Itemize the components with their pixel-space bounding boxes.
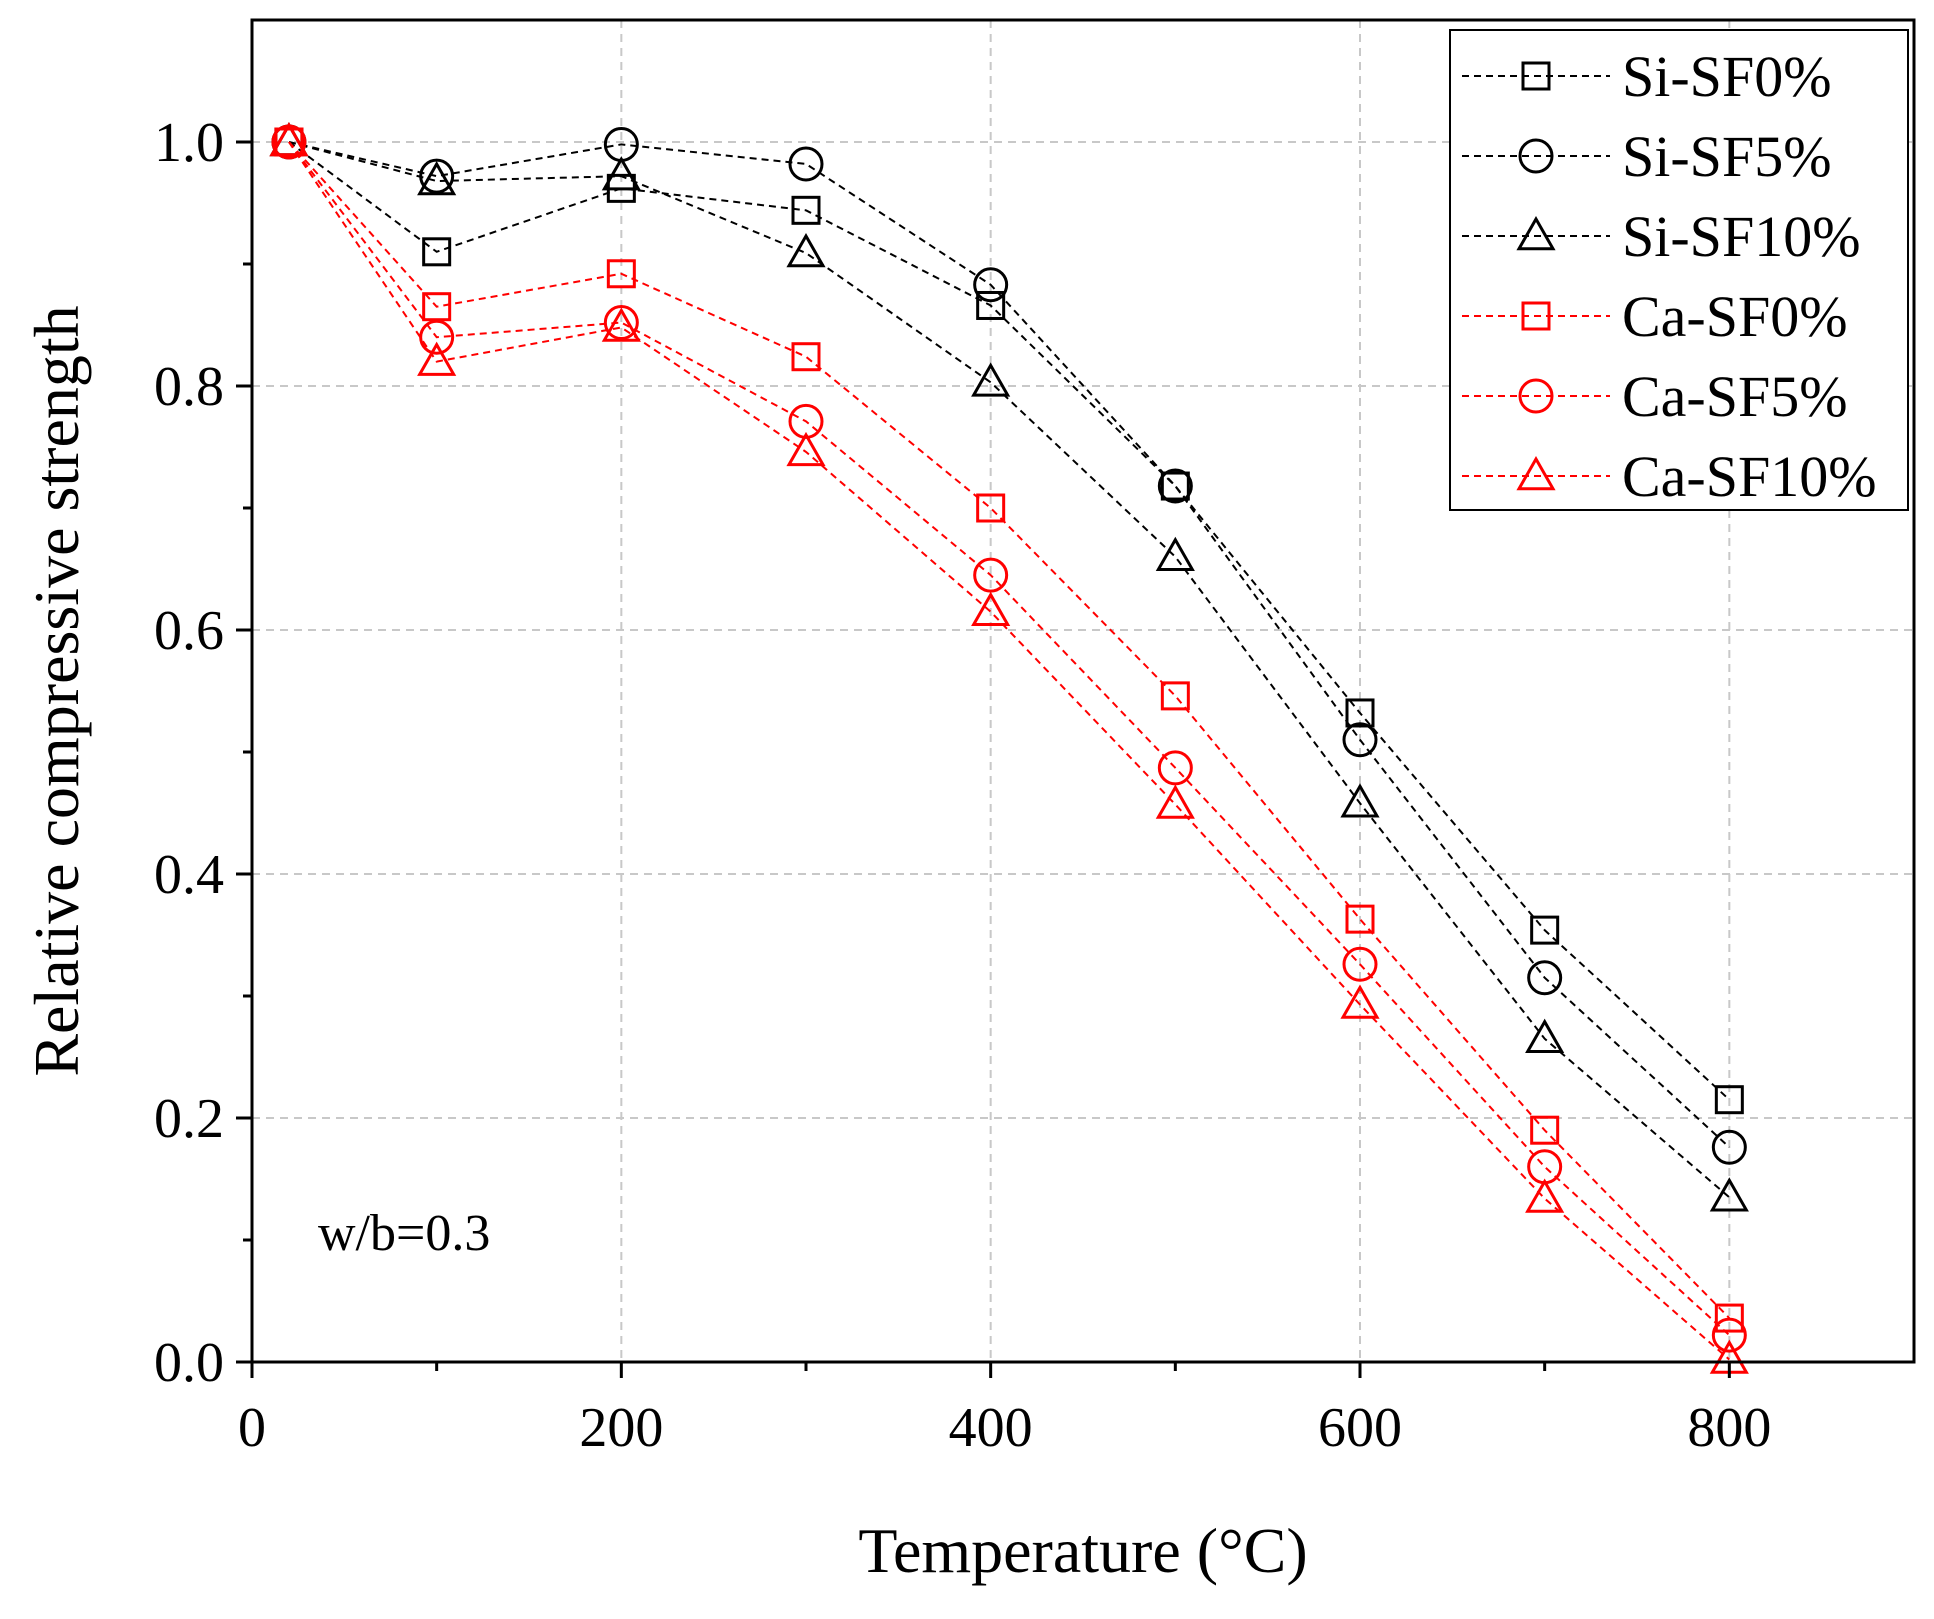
legend: Si-SF0% Si-SF5% Si-SF10% Ca-SF0% Ca-SF5% Ca-S… <box>1449 29 1909 511</box>
y-tick-label: 0.2 <box>154 1088 224 1150</box>
data-point <box>606 259 636 289</box>
data-point <box>976 493 1006 523</box>
series-line <box>288 141 1731 1336</box>
data-point <box>1714 1303 1744 1333</box>
data-point <box>1345 698 1375 728</box>
x-tick-label: 0 <box>238 1397 266 1459</box>
series-layer <box>269 121 1749 1374</box>
data-point <box>1342 946 1378 982</box>
data-point <box>1527 960 1563 996</box>
data-point <box>603 305 639 341</box>
y-tick-label: 0.4 <box>154 844 224 906</box>
y-axis-title: Relative compressive strength <box>21 305 92 1076</box>
x-tick-label: 400 <box>949 1397 1033 1459</box>
data-point <box>1155 784 1195 819</box>
legend-label: Si-SF10% <box>1622 204 1861 269</box>
data-point <box>422 237 452 267</box>
annotation-wb: w/b=0.3 <box>318 1205 490 1262</box>
data-point <box>791 342 821 372</box>
data-point <box>1157 468 1193 504</box>
series-ca-sf10pct <box>269 121 1749 1374</box>
data-point <box>1714 1085 1744 1115</box>
legend-marker <box>1516 215 1556 251</box>
legend-label: Si-SF0% <box>1622 44 1832 109</box>
data-point <box>1711 1317 1747 1353</box>
series-line <box>288 141 1731 1319</box>
legend-label: Ca-SF5% <box>1622 364 1848 429</box>
legend-box <box>1449 29 1909 511</box>
data-point <box>1709 1177 1749 1212</box>
series-line <box>288 141 1731 1149</box>
series-line <box>288 141 1731 1101</box>
series-ca-sf0pct <box>274 127 1744 1333</box>
legend-label: Si-SF5% <box>1622 124 1832 189</box>
y-tick-label: 0.8 <box>154 356 224 418</box>
x-tick-label: 600 <box>1318 1397 1402 1459</box>
data-point <box>1340 783 1380 818</box>
data-point <box>1155 536 1195 572</box>
data-point <box>269 121 309 157</box>
data-point <box>601 156 641 191</box>
legend-marker <box>1521 61 1551 91</box>
data-point <box>973 557 1009 593</box>
y-tick-label: 0.0 <box>154 1332 224 1394</box>
data-point <box>1525 1178 1565 1213</box>
legend-marker <box>1521 301 1551 331</box>
data-point <box>1530 1115 1560 1145</box>
y-tick-label: 0.6 <box>154 600 224 662</box>
data-point <box>419 319 455 355</box>
x-tick-label: 800 <box>1687 1397 1771 1459</box>
data-point <box>1345 904 1375 934</box>
data-point <box>1342 722 1378 758</box>
legend-label: Ca-SF0% <box>1622 284 1848 349</box>
data-point <box>971 591 1011 626</box>
data-point <box>786 232 826 268</box>
legend-marker <box>1518 138 1554 174</box>
series-line <box>288 141 1730 1199</box>
data-point <box>973 267 1009 303</box>
data-point <box>601 307 641 342</box>
legend-marker <box>1518 378 1554 414</box>
data-point <box>1711 1129 1747 1165</box>
series-ca-sf5pct <box>271 124 1747 1353</box>
plot-frame <box>250 18 1916 1364</box>
series-si-sf0pct <box>274 127 1744 1115</box>
data-point <box>971 362 1011 397</box>
data-point <box>791 195 821 225</box>
data-point <box>1157 750 1193 786</box>
data-point <box>1525 1018 1565 1053</box>
x-axis-title: Temperature (°C) <box>858 1515 1307 1586</box>
data-point <box>976 290 1006 320</box>
data-point <box>788 146 824 182</box>
data-point <box>1160 471 1190 501</box>
series-line <box>288 141 1730 1361</box>
data-point <box>417 161 457 196</box>
data-point <box>1530 915 1560 945</box>
legend-label: Ca-SF10% <box>1622 444 1877 509</box>
data-point <box>417 341 457 376</box>
data-point <box>786 431 826 467</box>
y-tick-label: 1.0 <box>154 112 224 174</box>
data-point <box>1160 681 1190 711</box>
data-point <box>1340 984 1380 1019</box>
x-tick-label: 200 <box>579 1397 663 1459</box>
legend-marker <box>1516 455 1556 491</box>
axis-ticks: 0 200 400 600 800 0.0 0.2 0.4 0.6 0.8 1.0 <box>154 112 1771 1459</box>
